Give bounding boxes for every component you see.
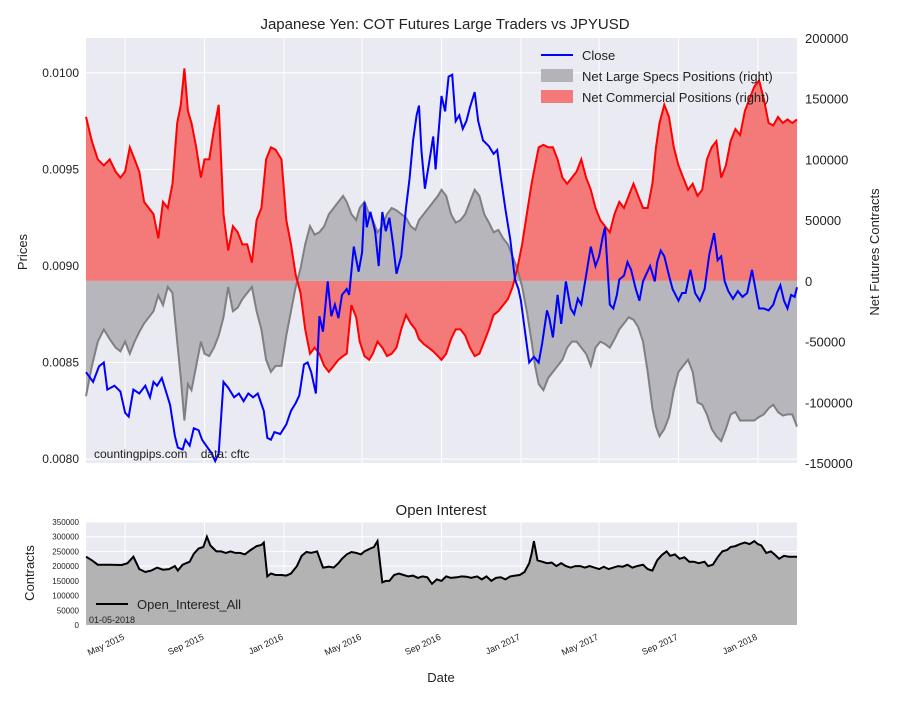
right-tick-label: 150000: [805, 92, 848, 107]
oi-tick-label: 300000: [52, 533, 79, 542]
left-tick-label: 0.0095: [42, 162, 79, 176]
oi-tick-label: 150000: [52, 577, 79, 586]
right-axis-ticks: -150000 -100000 -50000 0 50000 100000 150000 20…: [805, 31, 853, 471]
legend-close-label: Close: [582, 48, 615, 63]
close-line: [85, 73, 798, 464]
right-tick-label: 200000: [805, 31, 848, 46]
x-tick-label: Jan 2017: [484, 632, 522, 657]
right-tick-label: -150000: [805, 456, 853, 471]
legend-commercial-label: Net Commercial Positions (right): [582, 90, 769, 105]
right-tick-label: 100000: [805, 152, 848, 167]
main-title: Japanese Yen: COT Futures Large Traders …: [260, 16, 629, 33]
oi-axis-label: Contracts: [22, 545, 37, 601]
left-axis-ticks: 0.0080 0.0085 0.0090 0.0095 0.0100: [42, 66, 79, 466]
right-tick-label: 0: [805, 274, 812, 289]
x-tick-label: Sep 2017: [640, 632, 679, 657]
main-legend: Close Net Large Specs Positions (right) …: [541, 48, 773, 105]
date-stamp: 01-05-2018: [89, 615, 135, 625]
x-tick-label: Jan 2016: [247, 632, 285, 657]
oi-tick-label: 50000: [57, 606, 80, 615]
x-tick-label: May 2016: [323, 632, 363, 658]
oi-tick-label: 200000: [52, 562, 79, 571]
right-tick-label: -50000: [805, 335, 845, 350]
x-axis-ticks: May 2015 Sep 2015 Jan 2016 May 2016 Sep 2016…: [86, 632, 759, 658]
specs-area: [86, 189, 797, 442]
watermark: countingpips.com data: cftc: [94, 447, 249, 461]
oi-chart: 0 50000 100000 150000 200000 250000 300000 3500…: [22, 502, 797, 685]
x-axis-label: Date: [427, 670, 454, 685]
left-tick-label: 0.0080: [42, 452, 79, 466]
oi-legend: Open_Interest_All: [96, 597, 241, 612]
oi-y-ticks: 0 50000 100000 150000 200000 250000 300000 3500…: [52, 518, 79, 630]
specs-line: [85, 187, 798, 443]
oi-title: Open Interest: [396, 502, 488, 519]
x-tick-label: Sep 2015: [166, 632, 205, 657]
right-tick-label: 50000: [805, 213, 841, 228]
x-tick-label: May 2015: [86, 632, 126, 658]
commercial-line: [85, 68, 798, 374]
legend-commercial-swatch: [541, 90, 573, 103]
x-tick-label: Jan 2018: [721, 632, 759, 657]
left-tick-label: 0.0100: [42, 66, 79, 80]
oi-tick-label: 100000: [52, 592, 79, 601]
left-tick-label: 0.0090: [42, 259, 79, 273]
commercial-area: [86, 68, 797, 372]
legend-oi-label: Open_Interest_All: [137, 597, 241, 612]
left-axis-label: Prices: [15, 233, 30, 270]
oi-tick-label: 0: [75, 621, 80, 630]
legend-specs-label: Net Large Specs Positions (right): [582, 69, 773, 84]
oi-line: [85, 533, 797, 586]
left-tick-label: 0.0085: [42, 356, 79, 370]
oi-area: [86, 536, 797, 625]
oi-tick-label: 350000: [52, 518, 79, 527]
right-axis-label: Net Futures Contracts: [867, 188, 882, 316]
oi-tick-label: 250000: [52, 547, 79, 556]
right-tick-label: -100000: [805, 395, 853, 410]
x-tick-label: May 2017: [560, 632, 600, 658]
legend-specs-swatch: [541, 69, 573, 82]
x-tick-label: Sep 2016: [403, 632, 442, 657]
